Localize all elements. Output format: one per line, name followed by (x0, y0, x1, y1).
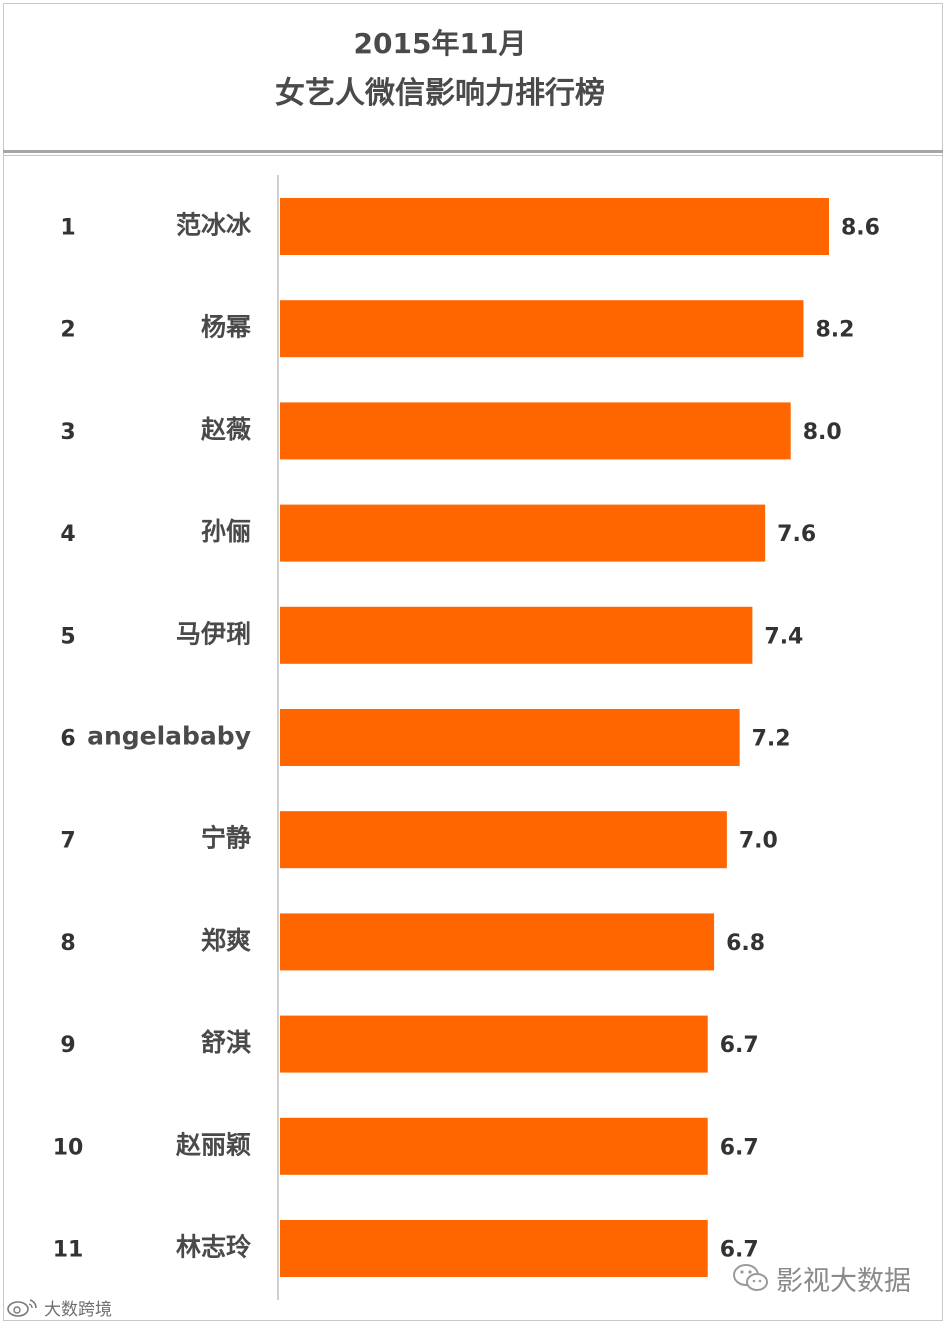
category-label-9: 舒淇 (201, 1028, 251, 1057)
category-label-4: 孙俪 (201, 517, 251, 546)
category-label-2: 杨幂 (201, 313, 251, 342)
rank-label-7: 7 (60, 829, 75, 854)
chart-frame (3, 3, 943, 1321)
value-label-5: 7.4 (764, 624, 803, 649)
category-label-11: 林志玲 (176, 1233, 251, 1262)
bar-6 (280, 709, 740, 766)
bar-8 (280, 913, 715, 971)
rank-label-6: 6 (60, 727, 75, 752)
bar-9 (280, 1015, 708, 1073)
bar-7 (280, 811, 727, 869)
category-label-10: 赵丽颖 (175, 1130, 251, 1159)
value-label-2: 8.2 (815, 318, 854, 343)
bar-10 (280, 1117, 708, 1175)
chart-subtitle: 女艺人微信影响力排行榜 (275, 76, 605, 111)
rank-label-4: 4 (60, 522, 75, 547)
category-label-1: 范冰冰 (176, 211, 252, 240)
watermark-right-text: 影视大数据 (776, 1265, 911, 1297)
header-divider-thin (3, 155, 943, 156)
watermark-left-text: 大数跨境 (44, 1299, 112, 1320)
watermark-weixin: 影视大数据 (732, 1258, 911, 1298)
chart-title: 2015年11月 (353, 27, 527, 60)
value-label-6: 7.2 (752, 727, 791, 752)
category-label-6: angelababy (87, 722, 251, 751)
value-label-8: 6.8 (726, 931, 765, 956)
bar-11 (280, 1220, 708, 1277)
weibo-icon (7, 1299, 37, 1317)
value-label-11: 6.7 (720, 1238, 759, 1263)
rank-label-2: 2 (60, 318, 75, 343)
header-divider (3, 150, 943, 153)
rank-label-8: 8 (60, 931, 75, 956)
value-label-9: 6.7 (720, 1033, 759, 1058)
watermark-weibo: 大数跨境 (6, 1294, 112, 1320)
bar-3 (280, 402, 791, 460)
value-label-7: 7.0 (739, 829, 778, 854)
rank-label-3: 3 (60, 420, 75, 445)
rank-label-5: 5 (60, 624, 75, 649)
rank-label-1: 1 (60, 216, 75, 241)
rank-label-9: 9 (60, 1033, 75, 1058)
category-label-7: 宁静 (201, 824, 251, 853)
wechat-icon (733, 1264, 768, 1291)
bar-4 (280, 504, 766, 562)
rank-label-10: 10 (53, 1135, 84, 1160)
value-label-10: 6.7 (720, 1135, 759, 1160)
value-label-4: 7.6 (777, 522, 816, 547)
bar-5 (280, 606, 753, 664)
bar-2 (280, 300, 804, 358)
value-label-1: 8.6 (841, 216, 880, 241)
category-label-3: 赵薇 (200, 415, 251, 444)
rank-label-11: 11 (53, 1238, 84, 1263)
category-label-5: 马伊琍 (176, 619, 251, 648)
value-label-3: 8.0 (803, 420, 842, 445)
bar-1 (280, 198, 829, 255)
category-label-8: 郑爽 (201, 926, 251, 955)
